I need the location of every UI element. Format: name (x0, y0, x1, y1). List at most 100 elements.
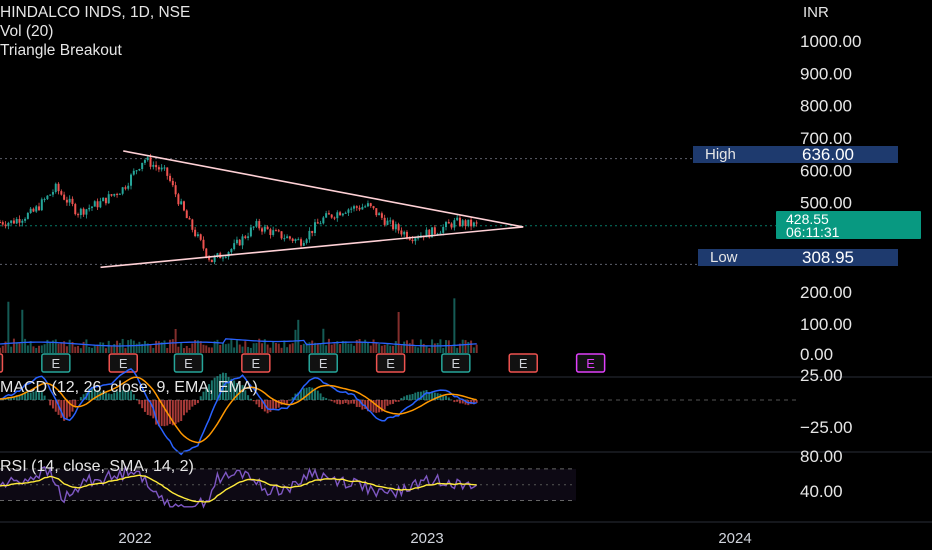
candle-body (65, 199, 68, 203)
candle-body (233, 243, 236, 250)
candle-body (93, 201, 96, 207)
macd-histogram-bar (43, 395, 46, 400)
symbol-title[interactable]: HINDALCO INDS, 1D, NSE (0, 4, 191, 21)
macd-histogram-bar (286, 400, 289, 404)
high-marker-value: 636.00 (802, 145, 854, 164)
macd-histogram-bar (291, 397, 294, 400)
volume-bar (194, 339, 197, 353)
volume-bar (403, 341, 406, 353)
volume-bar (71, 341, 74, 353)
macd-histogram-bar (208, 384, 211, 400)
candle-body (0, 222, 1, 224)
candle-body (291, 238, 294, 241)
candle-body (344, 212, 347, 214)
volume-bar (24, 338, 27, 353)
volume-bar (464, 340, 467, 353)
macd-histogram-bar (403, 396, 406, 400)
candle-body (107, 194, 110, 204)
volume-bar (445, 340, 447, 353)
time-axis-label: 2022 (118, 530, 151, 547)
volume-bar (344, 341, 347, 353)
volume-bar (470, 340, 473, 353)
volume-bar (12, 338, 15, 353)
volume-bar (99, 342, 102, 353)
candle-body (130, 174, 133, 186)
macd-histogram-bar (110, 394, 113, 400)
macd-histogram-bar (12, 396, 15, 400)
macd-histogram-bar (65, 400, 68, 419)
candle-body (54, 183, 57, 193)
volume-bar (366, 342, 369, 353)
rsi-axis-tick: 80.00 (800, 447, 843, 466)
macd-histogram-bar (247, 395, 250, 400)
candle-body (138, 168, 141, 171)
candle-body (57, 183, 60, 192)
macd-line (0, 368, 477, 456)
macd-histogram-bar (127, 389, 130, 400)
volume-bar (1, 345, 4, 353)
volume-indicator-label[interactable]: Vol (20) (0, 23, 54, 40)
macd-histogram-bar (219, 374, 222, 400)
macd-histogram-bar (456, 400, 459, 402)
candle-body (160, 167, 163, 170)
volume-bar (389, 345, 392, 353)
earnings-marker-label: E (319, 356, 328, 371)
candle-body (414, 238, 417, 242)
volume-bar (350, 343, 353, 353)
candle-body (450, 223, 453, 228)
earnings-marker-label: E (386, 356, 395, 371)
volume-bar (417, 347, 420, 353)
macd-histogram-bar (202, 391, 205, 400)
price-axis-tick: 900.00 (800, 64, 852, 83)
volume-bar (141, 343, 144, 353)
candle-body (294, 239, 297, 241)
bar-countdown: 06:11:31 (786, 224, 840, 240)
earnings-marker (241, 353, 271, 373)
candle-body (327, 213, 330, 215)
macd-histogram-bar (333, 400, 336, 403)
price-axis-tick: 800.00 (800, 97, 852, 116)
volume-bar (104, 348, 107, 353)
volume-bar (149, 345, 152, 353)
candle-body (269, 229, 272, 235)
macd-histogram-bar (138, 400, 141, 405)
macd-histogram-bar (233, 380, 236, 400)
macd-histogram-bar (49, 400, 52, 406)
macd-histogram-bar (397, 400, 400, 402)
macd-histogram-bar (230, 378, 233, 400)
macd-histogram-bar (51, 400, 54, 409)
candle-body (353, 206, 356, 209)
volume-bar (107, 340, 110, 353)
candle-body (244, 236, 247, 238)
rsi-label[interactable]: RSI (14, close, SMA, 14, 2) (0, 458, 194, 475)
volume-bar (361, 341, 364, 353)
volume-bar (458, 343, 461, 353)
volume-bar (135, 343, 138, 353)
candle-body (116, 193, 119, 195)
volume-bar (230, 339, 233, 353)
candle-body (341, 213, 344, 216)
macd-histogram-bar (180, 400, 183, 421)
volume-bar (305, 342, 308, 353)
candle-body (216, 253, 219, 257)
candle-body (49, 194, 52, 196)
macd-histogram-bar (274, 400, 277, 409)
volume-bar (157, 341, 160, 353)
candle-body (403, 231, 406, 235)
candle-body (1, 222, 4, 225)
candle-body (272, 230, 275, 235)
macd-histogram-bar (419, 391, 422, 400)
last-price-badge (776, 211, 921, 239)
volume-bar (213, 341, 216, 353)
macd-label[interactable]: MACD (12, 26, close, 9, EMA, EMA) (0, 379, 258, 396)
volume-bar (21, 309, 24, 353)
macd-histogram-bar (210, 380, 213, 400)
candle-body (208, 256, 211, 260)
last-price-value: 428.55 (786, 211, 829, 227)
macd-histogram-bar (82, 394, 85, 400)
candle-body (255, 221, 258, 227)
volume-axis-tick: 0.00 (800, 345, 833, 364)
candle-body (464, 220, 467, 227)
volume-bar (26, 345, 29, 353)
